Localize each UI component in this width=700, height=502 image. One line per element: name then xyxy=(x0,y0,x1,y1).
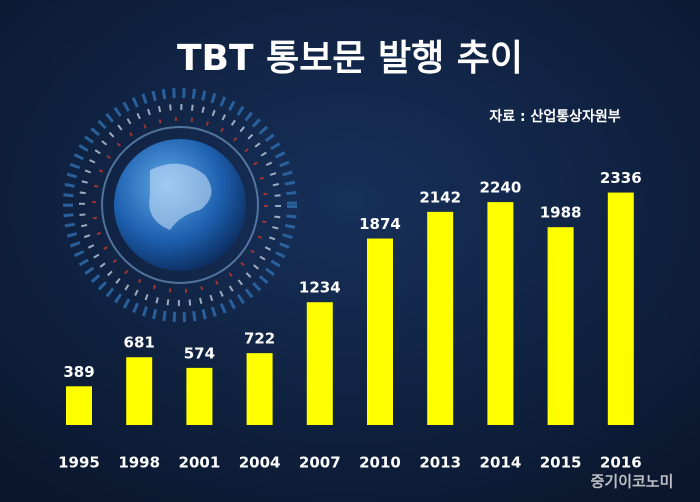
x-tick-label: 2014 xyxy=(480,454,522,472)
value-label: 2142 xyxy=(419,188,461,206)
value-label: 389 xyxy=(63,363,94,381)
bar xyxy=(367,238,393,425)
bar xyxy=(547,227,574,425)
bar xyxy=(66,386,92,425)
bar xyxy=(607,192,634,425)
value-label: 1874 xyxy=(359,215,401,233)
value-label: 1988 xyxy=(540,204,582,222)
value-label: 1234 xyxy=(299,279,341,297)
bar xyxy=(427,211,454,425)
x-tick-label: 1998 xyxy=(118,454,160,472)
globe-illustration xyxy=(63,88,297,322)
x-tick-label: 2016 xyxy=(600,454,642,472)
x-tick-label: 2015 xyxy=(540,454,582,472)
x-tick-label: 2007 xyxy=(299,454,341,472)
value-label: 2336 xyxy=(600,169,642,187)
bar xyxy=(126,357,153,425)
bar xyxy=(186,367,213,425)
value-label: 722 xyxy=(244,330,275,348)
x-tick-label: 2004 xyxy=(239,454,281,472)
x-tick-label: 2010 xyxy=(359,454,401,472)
x-tick-label: 1995 xyxy=(58,454,100,472)
value-label: 2240 xyxy=(480,179,522,197)
value-label: 681 xyxy=(124,334,155,352)
x-tick-label: 2001 xyxy=(179,454,221,472)
bar xyxy=(246,353,273,425)
chart-title: TBT 통보문 발행 추이 xyxy=(177,38,523,79)
source-note: 자료 : 산업통상자원부 xyxy=(489,108,620,125)
bar xyxy=(306,302,333,425)
value-label: 574 xyxy=(184,344,215,362)
watermark: 중기이코노미 xyxy=(591,473,674,491)
bar xyxy=(487,202,514,425)
x-tick-label: 2013 xyxy=(419,454,461,472)
